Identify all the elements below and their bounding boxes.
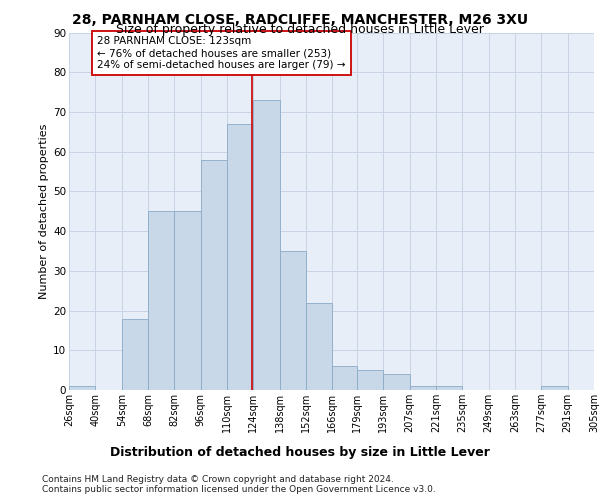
Bar xyxy=(227,124,253,390)
Bar xyxy=(122,318,148,390)
Y-axis label: Number of detached properties: Number of detached properties xyxy=(39,124,49,299)
Bar xyxy=(201,160,227,390)
Text: 28 PARNHAM CLOSE: 123sqm
← 76% of detached houses are smaller (253)
24% of semi-: 28 PARNHAM CLOSE: 123sqm ← 76% of detach… xyxy=(97,36,346,70)
Bar xyxy=(436,386,462,390)
Bar xyxy=(69,386,95,390)
Bar xyxy=(253,100,280,390)
Text: Distribution of detached houses by size in Little Lever: Distribution of detached houses by size … xyxy=(110,446,490,459)
Bar xyxy=(541,386,568,390)
Bar xyxy=(148,211,175,390)
Text: Contains public sector information licensed under the Open Government Licence v3: Contains public sector information licen… xyxy=(42,485,436,494)
Bar xyxy=(332,366,357,390)
Text: 28, PARNHAM CLOSE, RADCLIFFE, MANCHESTER, M26 3XU: 28, PARNHAM CLOSE, RADCLIFFE, MANCHESTER… xyxy=(72,12,528,26)
Bar xyxy=(280,251,306,390)
Bar xyxy=(306,302,332,390)
Bar xyxy=(175,211,201,390)
Text: Size of property relative to detached houses in Little Lever: Size of property relative to detached ho… xyxy=(116,22,484,36)
Text: Contains HM Land Registry data © Crown copyright and database right 2024.: Contains HM Land Registry data © Crown c… xyxy=(42,475,394,484)
Bar xyxy=(357,370,383,390)
Bar xyxy=(383,374,410,390)
Bar xyxy=(410,386,436,390)
